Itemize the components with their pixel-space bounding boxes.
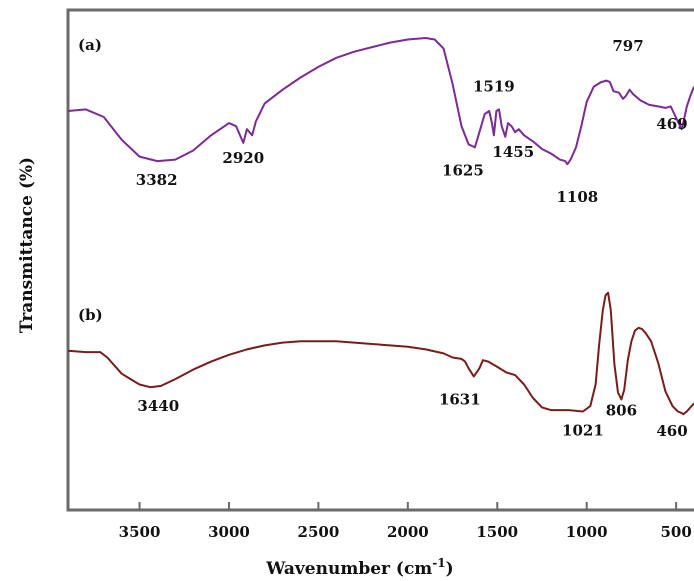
x-axis-title-close: ) xyxy=(446,559,454,579)
peak-label-460: 460 xyxy=(656,422,687,440)
x-tick-label: 3500 xyxy=(119,523,161,541)
peak-label-1108: 1108 xyxy=(556,188,598,206)
peak-label-806: 806 xyxy=(606,401,637,419)
peak-label-1631: 1631 xyxy=(439,390,481,408)
series-line-b xyxy=(67,291,694,416)
peak-label-469: 469 xyxy=(656,115,687,133)
panel-label-b: (b) xyxy=(78,306,103,324)
peak-label-1021: 1021 xyxy=(562,422,604,440)
peak-label-2920: 2920 xyxy=(222,149,264,167)
x-tick-label: 2000 xyxy=(387,523,429,541)
peak-label-1455: 1455 xyxy=(492,143,534,161)
x-tick-label: 2500 xyxy=(298,523,340,541)
peak-label-1519: 1519 xyxy=(473,77,515,95)
peak-annotations: 3382 2920 1519 1625 1455 1108 797 469 3440 1631 10… xyxy=(136,37,688,440)
y-axis-title: Transmittance (%) xyxy=(17,157,37,333)
x-tick-label: 1500 xyxy=(476,523,518,541)
peak-label-3440: 3440 xyxy=(137,397,179,415)
x-tick-label: 1000 xyxy=(566,523,608,541)
x-axis-ticks: 3500 3000 2500 2000 1500 1000 500 xyxy=(119,502,692,541)
x-axis-title-main: Wavenumber (cm xyxy=(265,559,432,579)
peak-label-797: 797 xyxy=(612,37,643,55)
x-axis-title-exponent: -1 xyxy=(432,556,445,570)
series-layer xyxy=(67,37,694,416)
x-tick-label: 500 xyxy=(660,523,691,541)
panel-label-a: (a) xyxy=(78,36,102,54)
x-axis-title: Wavenumber (cm-1) xyxy=(265,556,453,579)
peak-label-3382: 3382 xyxy=(136,171,178,189)
series-line-a xyxy=(67,37,694,166)
x-tick-label: 3000 xyxy=(208,523,250,541)
plot-frame xyxy=(66,8,694,512)
peak-label-1625: 1625 xyxy=(442,161,484,179)
